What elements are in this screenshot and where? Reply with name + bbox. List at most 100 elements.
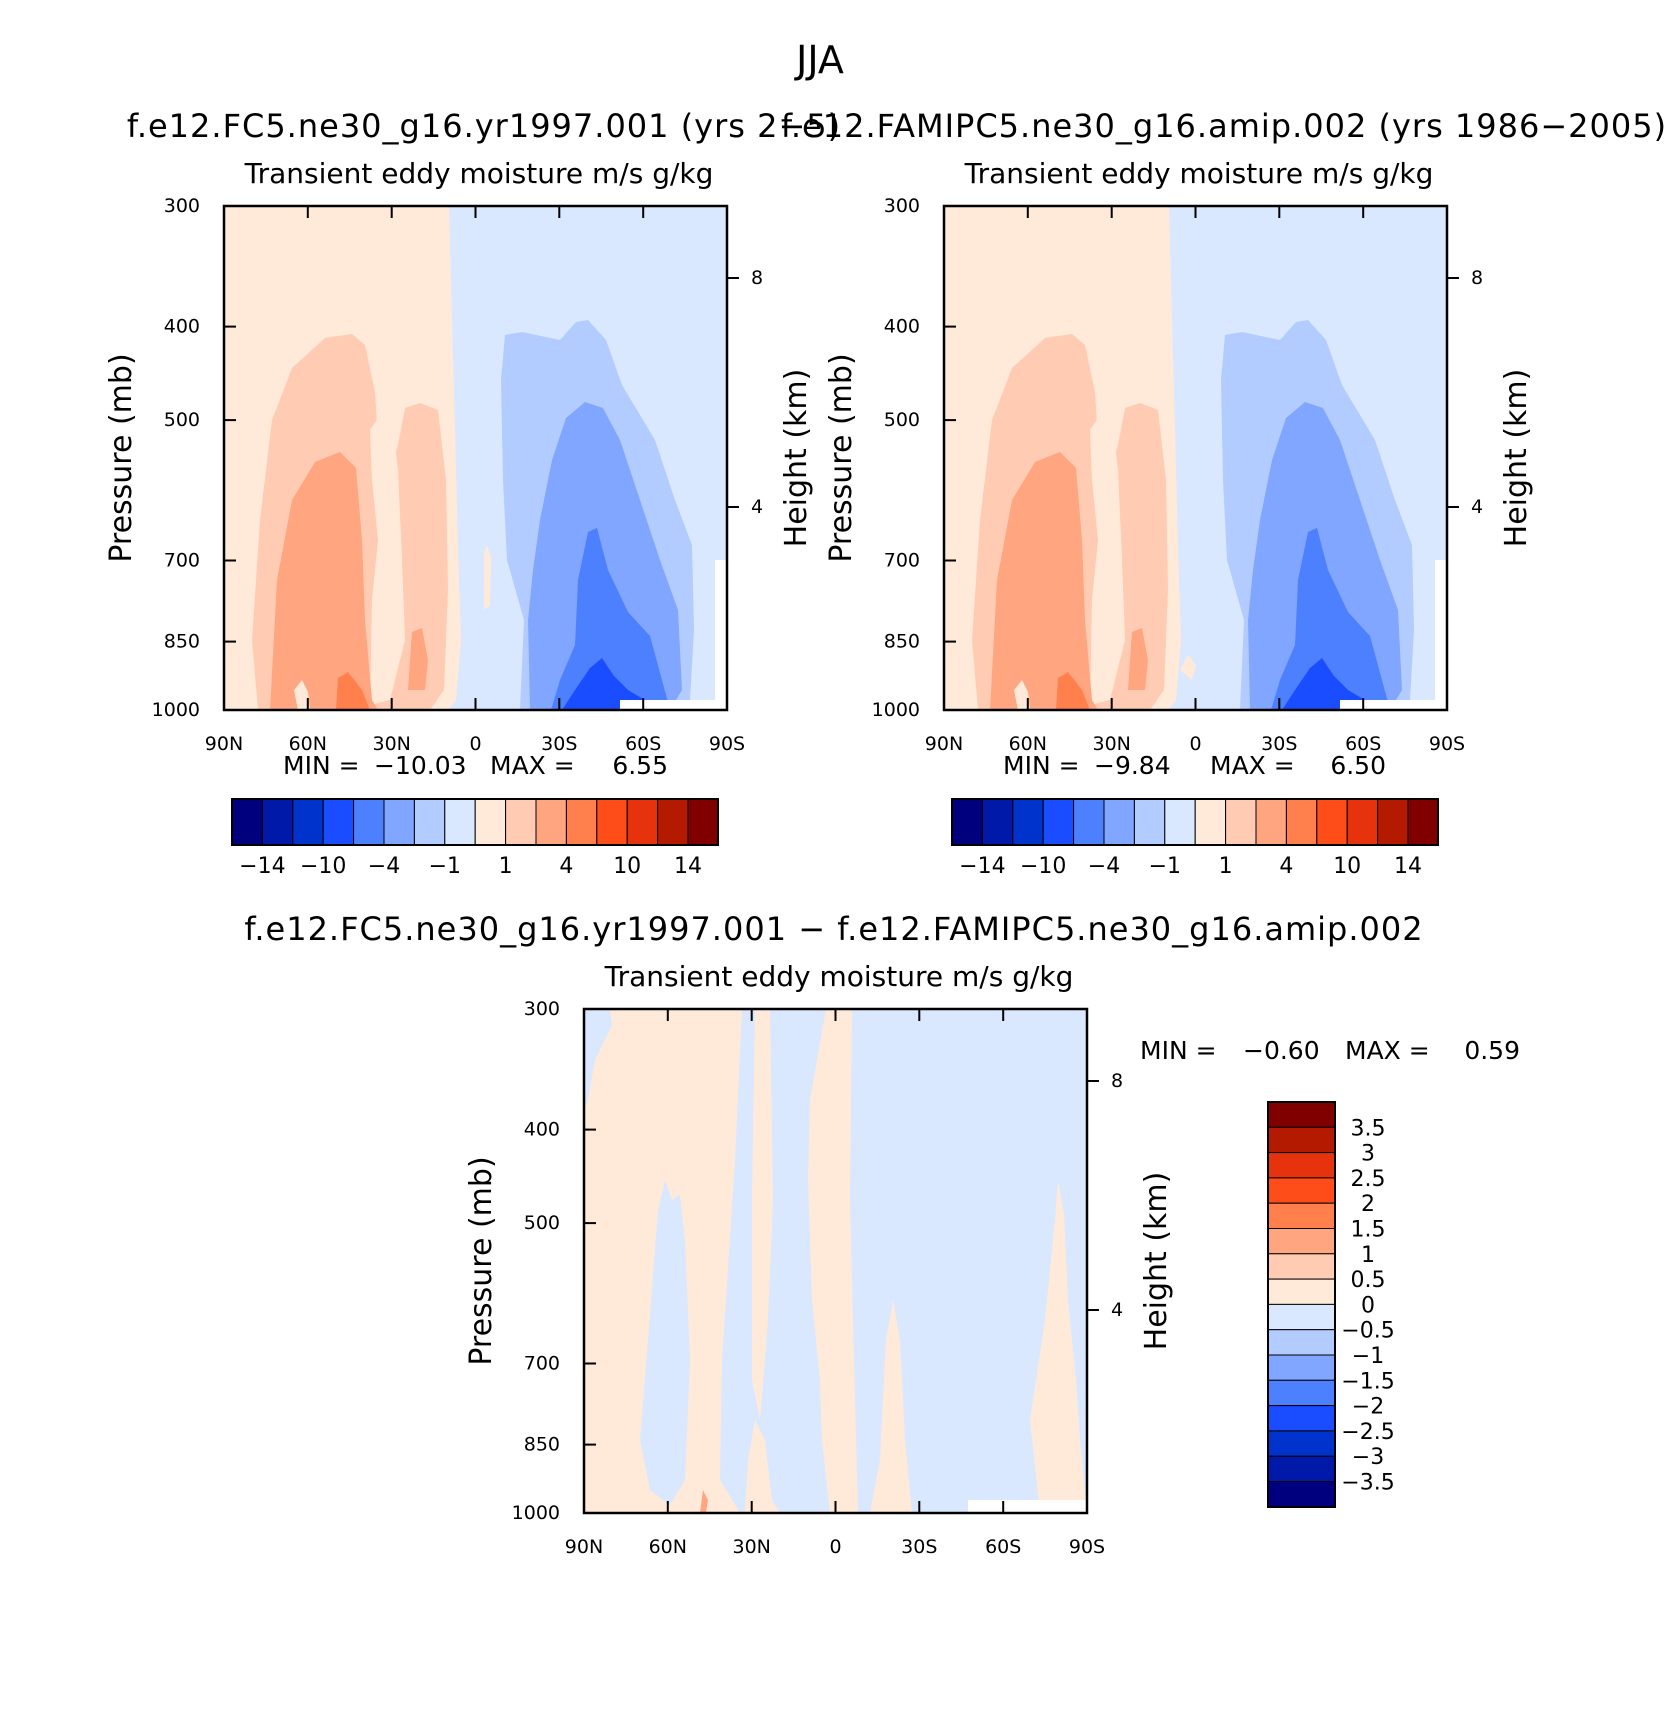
y-tick-label: 400 [884, 316, 920, 338]
y-tick-label: 700 [524, 1353, 560, 1375]
contour-fill [990, 452, 1098, 710]
y-tick-label: 1000 [872, 699, 920, 721]
panel-2-colorbar: −14 −10 −4 −1 1 4 10 14 [951, 798, 1439, 879]
colorbar-label: −14 [959, 854, 1005, 879]
panel-2-x-ticks: 90N 60N 30N 0 30S 60S 90S [925, 206, 1465, 755]
x-tick-label: 90S [709, 733, 745, 755]
y2-tick-label: 4 [751, 496, 763, 518]
panel-1-colorbar: −14 −10 −4 −1 1 4 10 14 [231, 798, 719, 879]
colorbar-box [1073, 798, 1105, 846]
colorbar-box [353, 798, 385, 846]
y-tick-label: 850 [884, 631, 920, 653]
x-tick-label: 30S [541, 733, 577, 755]
contour-fill [336, 672, 370, 710]
panel-1-y-ticks: 300 400 500 700 850 1000 [152, 195, 236, 721]
y2-tick-label: 8 [1111, 1070, 1123, 1092]
max-value: 0.59 [1464, 1036, 1520, 1065]
y2-tick-label: 4 [1111, 1299, 1123, 1321]
colorbar-label: −1 [429, 854, 461, 879]
contour-fill [294, 680, 310, 710]
min-label: MIN = [1003, 751, 1080, 780]
panel-2-contours [944, 206, 1447, 710]
colorbar-box [1267, 1152, 1336, 1179]
x-tick-label: 30N [1093, 733, 1131, 755]
colorbar-box [596, 798, 628, 846]
colorbar-label: −3 [1352, 1445, 1384, 1470]
colorbar-box [565, 798, 598, 846]
colorbar-box [1255, 798, 1287, 846]
missing-data [968, 1500, 1087, 1513]
colorbar-box [1267, 1202, 1336, 1229]
panel-2-subtitle: Transient eddy moisture m/s g/kg [964, 157, 1434, 190]
x-tick-label: 0 [829, 1536, 841, 1558]
colorbar-box [1407, 798, 1439, 846]
colorbar-label: −4 [368, 854, 400, 879]
colorbar-label: −4 [1088, 854, 1120, 879]
colorbar-label: 0 [1361, 1293, 1375, 1318]
max-value: 6.50 [1330, 751, 1386, 780]
y2-tick-label: 4 [1471, 496, 1483, 518]
panel-1-y2-ticks: 8 4 [727, 267, 763, 518]
colorbar-label: 2 [1361, 1192, 1375, 1217]
x-tick-label: 60N [289, 733, 327, 755]
panel-3-y2label: Height (km) [1139, 1172, 1174, 1351]
max-label: MAX = [490, 751, 575, 780]
colorbar-label: 3.5 [1351, 1116, 1386, 1141]
y-tick-label: 500 [524, 1212, 560, 1234]
x-tick-label: 30S [901, 1536, 937, 1558]
contour-fill [745, 1420, 780, 1513]
y2-tick-label: 8 [1471, 267, 1483, 289]
colorbar-label: −1.5 [1341, 1369, 1394, 1394]
colorbar-box [505, 798, 537, 846]
colorbar-box [383, 798, 415, 846]
colorbar-box [1042, 798, 1075, 846]
panel-3-x-ticks: 90N 60N 30N 0 30S 60S 90S [565, 1009, 1105, 1558]
y-tick-label: 500 [884, 409, 920, 431]
panel-1-contours [224, 206, 727, 710]
colorbar-frame [1267, 1101, 1336, 1508]
panel-3-contours [584, 1009, 1087, 1513]
colorbar-box [626, 798, 659, 846]
colorbar-box [1164, 798, 1196, 846]
min-label: MIN = [283, 751, 360, 780]
panel-3-y2-ticks: 8 4 [1087, 1070, 1123, 1321]
x-tick-label: 90S [1429, 733, 1465, 755]
contour-fill [370, 415, 405, 705]
contour-fill [584, 1009, 612, 1110]
colorbar-box [535, 798, 567, 846]
x-tick-label: 30N [373, 733, 411, 755]
contour-fill [270, 452, 378, 710]
colorbar-label: 1 [1361, 1243, 1375, 1268]
x-tick-label: 0 [1189, 733, 1201, 755]
colorbar-label: 14 [1394, 854, 1422, 879]
colorbar-box [1194, 798, 1227, 846]
colorbar-box [1346, 798, 1379, 846]
panel-3-minmax: MIN = −0.60 MAX = 0.59 [1140, 1036, 1520, 1065]
contour-fill [1030, 1180, 1087, 1513]
colorbar-box [413, 798, 446, 846]
panel-1-x-ticks: 90N 60N 30N 0 30S 60S 90S [205, 206, 745, 755]
x-tick-label: 90N [565, 1536, 603, 1558]
x-tick-label: 0 [469, 733, 481, 755]
panel-1-y2label: Height (km) [779, 369, 814, 548]
x-tick-label: 60S [985, 1536, 1021, 1558]
panel-3-colorbar: 3.5 3 2.5 2 1.5 1 0.5 0 −0.5 −1 −1.5 −2 … [1267, 1101, 1395, 1508]
y-tick-label: 400 [164, 316, 200, 338]
panel-2: f.e12.FAMIPC5.ne30_g16.amip.002 (yrs 198… [781, 107, 1666, 879]
colorbar-box [1103, 798, 1135, 846]
colorbar-label: 4 [559, 854, 573, 879]
panel-1-minmax: MIN = −10.03 MAX = 6.55 [283, 751, 668, 780]
colorbar-label: 1 [1219, 854, 1233, 879]
contour-fill [640, 1180, 690, 1505]
panel-2-plot: 90N 60N 30N 0 30S 60S 90S [824, 195, 1534, 755]
colorbar-frame [231, 798, 719, 846]
panel-1-plot: 90N 60N 30N 0 30S 60S 90S [104, 195, 814, 755]
contour-fill [1282, 658, 1370, 710]
colorbar-label: −3.5 [1341, 1471, 1394, 1496]
colorbar-label: −1 [1352, 1344, 1384, 1369]
x-tick-label: 90N [205, 733, 243, 755]
panel-2-minmax: MIN = −9.84 MAX = 6.50 [1003, 751, 1386, 780]
colorbar-label: −2 [1352, 1395, 1384, 1420]
colorbar-box [1267, 1430, 1336, 1457]
colorbar-box [1267, 1126, 1336, 1154]
